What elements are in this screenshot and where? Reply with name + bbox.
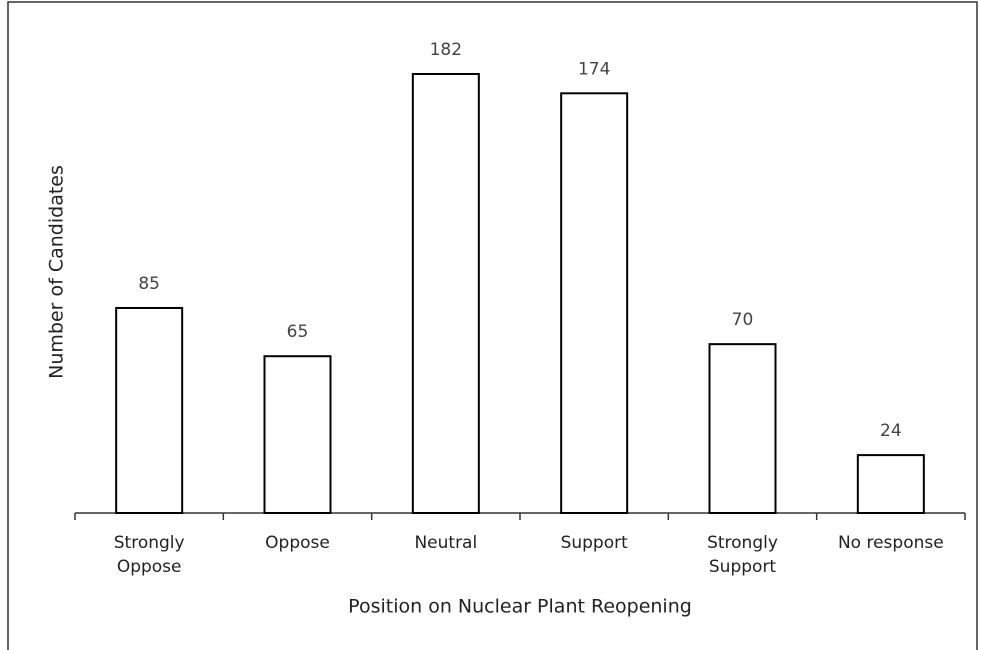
value-label: 24: [880, 421, 902, 441]
frame: [7, 1, 978, 650]
bar: [411, 73, 480, 514]
x-axis-title: Position on Nuclear Plant Reopening: [348, 596, 692, 618]
x-tick-label: Neutral: [414, 533, 477, 553]
value-label: 85: [138, 274, 160, 294]
x-tick-label: Oppose: [265, 533, 330, 553]
bar: [560, 92, 629, 515]
value-label: 182: [430, 40, 462, 60]
x-tick-label: No response: [838, 533, 944, 553]
bar: [115, 306, 184, 514]
bar: [708, 343, 777, 514]
x-tick-label: Support: [561, 533, 629, 553]
y-axis-title: Number of Candidates: [46, 165, 68, 379]
value-label: 70: [732, 310, 754, 330]
value-label: 174: [578, 59, 610, 79]
bar: [856, 454, 925, 515]
value-label: 65: [287, 322, 309, 342]
bar: [263, 355, 332, 515]
x-tick-label: Strongly Oppose: [114, 533, 185, 577]
x-tick-label: Strongly Support: [707, 533, 778, 577]
